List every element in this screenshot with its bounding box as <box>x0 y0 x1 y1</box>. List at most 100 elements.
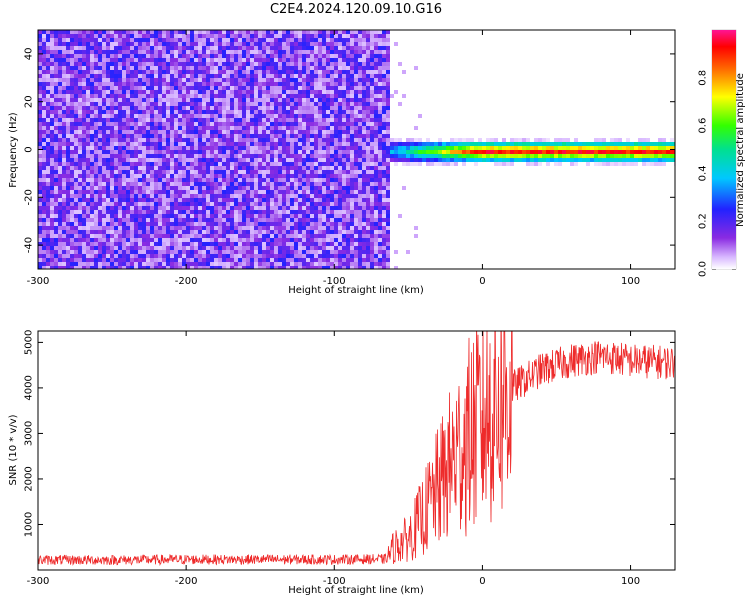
heatmap-cell <box>250 182 254 186</box>
heatmap-cell <box>294 262 298 266</box>
heatmap-cell <box>42 246 46 250</box>
heatmap-cell <box>322 178 326 182</box>
heatmap-cell <box>62 130 66 134</box>
heatmap-cell <box>262 114 266 118</box>
heatmap-cell <box>270 258 274 262</box>
heatmap-cell <box>294 118 298 122</box>
heatmap-cell <box>322 226 326 230</box>
heatmap-cell <box>234 258 238 262</box>
heatmap-cell <box>306 134 310 138</box>
heatmap-cell <box>246 54 250 58</box>
heatmap-cell <box>98 150 102 154</box>
heatmap-cell <box>246 42 250 46</box>
heatmap-cell <box>170 234 174 238</box>
heatmap-cell <box>230 190 234 194</box>
heatmap-cell <box>326 90 330 94</box>
heatmap-cell <box>354 90 358 94</box>
heatmap-cell <box>98 106 102 110</box>
heatmap-cell <box>174 66 178 70</box>
heatmap-cell <box>182 230 186 234</box>
heatmap-cell <box>50 98 54 102</box>
heatmap-cell <box>178 142 182 146</box>
heatmap-cell <box>234 182 238 186</box>
heatmap-cell <box>226 114 230 118</box>
heatmap-cell <box>174 138 178 142</box>
heatmap-cell <box>142 102 146 106</box>
heatmap-cell <box>134 258 138 262</box>
heatmap-cell <box>250 46 254 50</box>
heatmap-cell <box>346 266 350 269</box>
heatmap-cell <box>290 170 294 174</box>
heatmap-cell <box>46 146 50 150</box>
heatmap-cell <box>338 222 342 226</box>
heatmap-cell <box>134 82 138 86</box>
heatmap-cell <box>222 158 226 162</box>
heatmap-cell <box>298 162 302 166</box>
heatmap-cell <box>266 46 270 50</box>
heatmap-cell <box>314 174 318 178</box>
heatmap-cell <box>338 214 342 218</box>
heatmap-cell <box>266 62 270 66</box>
heatmap-cell <box>82 90 86 94</box>
heatmap-cell <box>254 206 258 210</box>
heatmap-cell <box>170 194 174 198</box>
heatmap-cell <box>310 42 314 46</box>
heatmap-cell <box>294 34 298 38</box>
heatmap-cell <box>194 138 198 142</box>
heatmap-cell <box>162 182 166 186</box>
heatmap-cell <box>314 102 318 106</box>
heatmap-cell <box>62 50 66 54</box>
heatmap-cell <box>130 78 134 82</box>
heatmap-cell <box>258 154 262 158</box>
heatmap-cell <box>294 46 298 50</box>
heatmap-cell <box>206 58 210 62</box>
heatmap-cell <box>70 218 74 222</box>
heatmap-cell <box>262 134 266 138</box>
heatmap-cell <box>138 242 142 246</box>
heatmap-cell <box>294 86 298 90</box>
heatmap-cell <box>250 42 254 46</box>
heatmap-cell <box>258 226 262 230</box>
heatmap-cell <box>354 214 358 218</box>
heatmap-cell <box>242 54 246 58</box>
heatmap-cell <box>194 234 198 238</box>
heatmap-cell <box>242 134 246 138</box>
heatmap-cell <box>290 206 294 210</box>
heatmap-cell <box>110 190 114 194</box>
heatmap-cell <box>54 126 58 130</box>
heatmap-cell <box>182 150 186 154</box>
heatmap-cell <box>78 106 82 110</box>
heatmap-cell <box>310 62 314 66</box>
heatmap-cell <box>218 154 222 158</box>
heatmap-cell <box>346 206 350 210</box>
heatmap-cell <box>126 226 130 230</box>
heatmap-cell <box>362 226 366 230</box>
heatmap-cell <box>278 30 282 34</box>
heatmap-cell <box>178 266 182 269</box>
heatmap-cell <box>254 186 258 190</box>
heatmap-cell <box>90 86 94 90</box>
heatmap-cell <box>302 166 306 170</box>
heatmap-cell <box>214 246 218 250</box>
heatmap-cell <box>230 174 234 178</box>
heatmap-cell <box>58 186 62 190</box>
heatmap-cell <box>202 150 206 154</box>
heatmap-cell <box>162 74 166 78</box>
heatmap-cell <box>366 242 370 246</box>
heatmap-cell <box>74 110 78 114</box>
heatmap-cell <box>242 190 246 194</box>
heatmap-cell <box>214 206 218 210</box>
heatmap-cell <box>338 246 342 250</box>
heatmap-cell <box>182 50 186 54</box>
heatmap-cell <box>166 66 170 70</box>
heatmap-cell <box>118 126 122 130</box>
heatmap-cell <box>302 242 306 246</box>
heatmap-cell <box>258 114 262 118</box>
heatmap-cell <box>206 46 210 50</box>
heatmap-cell <box>370 78 374 82</box>
heatmap-cell <box>318 62 322 66</box>
heatmap-cell <box>278 102 282 106</box>
heatmap-cell <box>230 90 234 94</box>
heatmap-cell <box>162 194 166 198</box>
heatmap-cell <box>214 126 218 130</box>
